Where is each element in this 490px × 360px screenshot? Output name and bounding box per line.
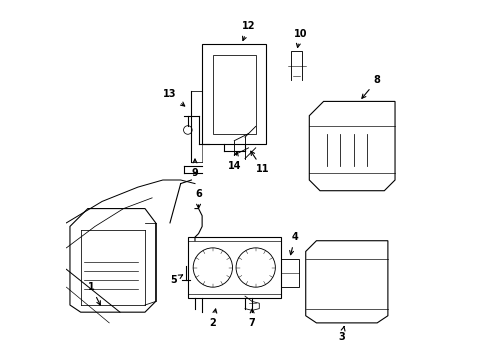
Text: 11: 11 [251, 151, 270, 174]
Text: 4: 4 [290, 232, 298, 255]
Text: 9: 9 [192, 159, 198, 178]
Text: 13: 13 [163, 89, 185, 106]
Text: 1: 1 [88, 282, 100, 305]
Text: 10: 10 [294, 28, 307, 48]
Text: 14: 14 [227, 152, 241, 171]
Text: 6: 6 [195, 189, 202, 208]
Text: 5: 5 [170, 275, 183, 285]
Text: 7: 7 [249, 309, 255, 328]
Text: 2: 2 [210, 309, 217, 328]
Text: 12: 12 [242, 21, 255, 41]
Text: 3: 3 [338, 327, 345, 342]
Text: 8: 8 [362, 75, 381, 98]
